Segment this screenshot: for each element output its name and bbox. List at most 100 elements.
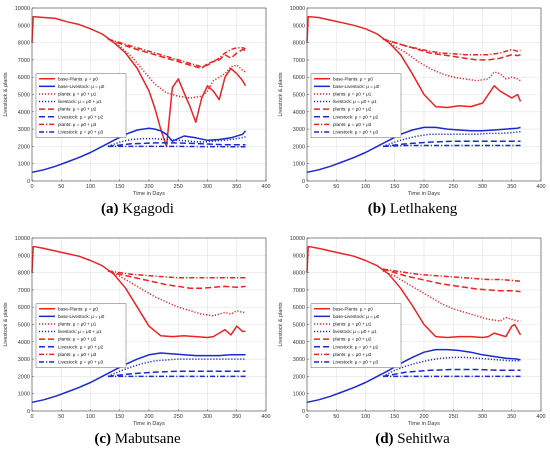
x-axis-label: Time in Days: [133, 191, 165, 197]
y-tick-label: 0: [27, 179, 30, 185]
x-tick-label: 150: [115, 414, 124, 420]
y-tick-label: 2000: [18, 374, 30, 380]
x-tick-label: 200: [419, 414, 428, 420]
y-tick-label: 5000: [293, 323, 305, 329]
series-line-0: [31, 245, 246, 339]
y-tick-label: 0: [302, 409, 305, 415]
caption-name: Mabutsane: [114, 431, 181, 447]
x-tick-label: 300: [478, 414, 487, 420]
series-line-1: [31, 127, 247, 174]
caption-sehitlwa: (d) Sehitlwa: [275, 431, 550, 448]
panel-kgagodi: 0 50 100 150 200 250 300 350 400 0 1000 2000 3000 400…: [0, 0, 275, 230]
y-tick-label: 2000: [293, 144, 305, 150]
y-tick-label: 5000: [18, 323, 30, 329]
legend-entry-0: base-Plants: μ = μ0: [58, 76, 98, 81]
y-tick-label: 1000: [18, 162, 30, 168]
series-line-5: [382, 368, 521, 378]
y-tick-label: 4000: [293, 110, 305, 116]
caption-letter: (d): [375, 431, 394, 447]
x-tick-label: 0: [305, 184, 308, 190]
y-tick-label: 3000: [18, 127, 30, 133]
legend-entry-1: base-Livestock: μ = μ0: [58, 84, 105, 89]
x-tick-label: 300: [203, 184, 212, 190]
y-tick-label: 3000: [293, 357, 305, 363]
legend-box: [35, 73, 127, 138]
legend-entry-1: base-Livestock: μ = μ0: [333, 84, 380, 89]
x-tick-label: 400: [261, 184, 270, 190]
x-tick-label: 200: [144, 414, 153, 420]
plot-frame: [306, 237, 542, 412]
chart-letlhakeng: 0 50 100 150 200 250 300 350 4000100020003000400…: [278, 6, 546, 197]
series-line-1: [31, 352, 246, 404]
x-tick-label: 250: [449, 414, 458, 420]
caption-mabutsane: (c) Mabutsane: [0, 431, 275, 448]
y-tick-label: 3000: [18, 357, 30, 363]
y-tick-label: 2000: [18, 144, 30, 150]
y-tick-label: 2000: [293, 374, 305, 380]
legend-entry-2: plants: μ = μ0 + μ1: [333, 92, 372, 97]
series-line-4: [107, 38, 246, 70]
legend-box: [310, 303, 402, 368]
series-line-1: [306, 348, 521, 404]
caption-letter: (a): [101, 201, 119, 217]
series-line-2: [382, 38, 521, 82]
legend: base-Plants: μ = μ0 base-Livestock: μ = μ…: [35, 303, 127, 368]
y-tick-label: 8000: [18, 271, 30, 277]
x-tick-label: 150: [390, 184, 399, 190]
series-line-3: [107, 358, 246, 378]
y-axis-label: Livestock & plants: [3, 72, 9, 117]
legend-entry-2: plants: μ = μ0 + μ1: [58, 322, 97, 327]
x-tick-label: 50: [58, 184, 64, 190]
caption-name: Sehitlwa: [397, 431, 450, 447]
y-tick-label: 5000: [18, 93, 30, 99]
y-axis-label: Livestock & plants: [278, 72, 284, 117]
chart-sehitlwa: 0 50 100 150 200 250 300 350 4000100020003000400…: [278, 236, 546, 427]
series-line-5: [382, 140, 521, 148]
series-line-4: [382, 268, 521, 293]
y-tick-label: 4000: [18, 340, 30, 346]
legend-box: [310, 73, 402, 138]
y-axis-label: Livestock & plants: [3, 302, 9, 347]
series-line-3: [382, 130, 521, 148]
series-line-0: [31, 15, 247, 148]
series-line-3: [382, 356, 521, 378]
x-tick-label: 400: [261, 414, 270, 420]
legend: base-Plants: μ = μ0 base-Livestock: μ = μ…: [35, 73, 127, 138]
x-tick-label: 250: [449, 184, 458, 190]
y-tick-label: 6000: [18, 75, 30, 81]
x-tick-label: 300: [478, 184, 487, 190]
panel-letlhakeng: 0 50 100 150 200 250 300 350 400 0 1000 2000 3000 400…: [275, 0, 550, 230]
y-tick-label: 3000: [293, 127, 305, 133]
panel-mabutsane: 0 50 100 150 200 250 300 350 400 0 1000 2000 3000 400…: [0, 230, 275, 460]
x-tick-label: 350: [232, 184, 241, 190]
x-tick-label: 200: [144, 184, 153, 190]
caption-name: Kgagodi: [122, 201, 174, 217]
legend-entry-6: plants: μ = μ0 + μ3: [58, 352, 97, 357]
y-tick-label: 4000: [18, 110, 30, 116]
x-tick-label: 350: [232, 414, 241, 420]
series-line-2: [382, 270, 521, 322]
series-line-3: [107, 136, 246, 148]
y-tick-label: 9000: [18, 253, 30, 259]
y-tick-label: 10000: [290, 6, 305, 12]
x-tick-label: 350: [507, 414, 516, 420]
y-tick-label: 0: [302, 179, 305, 185]
x-tick-label: 50: [58, 414, 64, 420]
x-tick-label: 100: [361, 184, 370, 190]
legend-entry-3: livestock: μ = μ0 + μ1: [58, 99, 102, 104]
y-tick-label: 7000: [18, 288, 30, 294]
legend-entry-7: Livestock: μ = μ0 + μ3: [333, 360, 379, 365]
x-tick-label: 100: [86, 414, 95, 420]
legend-entry-4: plants: μ = μ0 + μ2: [333, 107, 372, 112]
y-tick-label: 9000: [293, 253, 305, 259]
y-tick-label: 1000: [293, 392, 305, 398]
legend-entry-6: plants: μ = μ0 + μ3: [58, 122, 97, 127]
series-line-6: [107, 38, 246, 68]
legend-entry-6: plants: μ = μ0 + μ3: [333, 352, 372, 357]
legend-entry-4: plants: μ = μ0 + μ2: [58, 107, 97, 112]
legend-entry-5: Livestock: μ = μ0 + μ2: [333, 344, 379, 349]
y-tick-label: 6000: [18, 305, 30, 311]
legend-entry-6: plants: μ = μ0 + μ3: [333, 122, 372, 127]
y-tick-label: 0: [27, 409, 30, 415]
x-tick-label: 50: [333, 414, 339, 420]
